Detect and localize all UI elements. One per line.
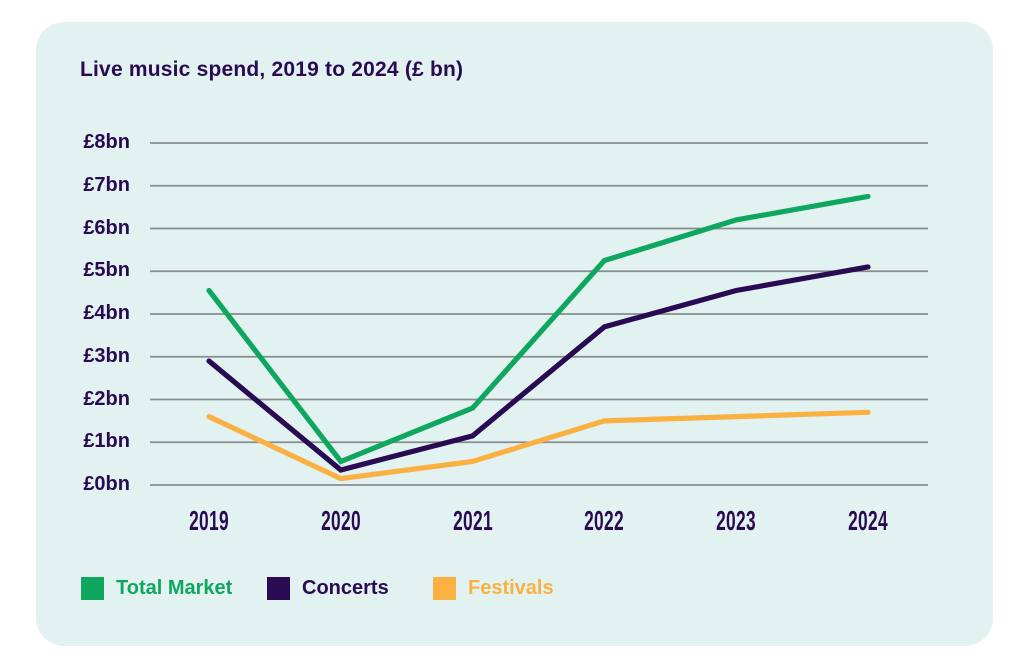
- chart-card: [36, 22, 993, 646]
- series-line-festivals: [206, 409, 871, 482]
- legend-item-festivals: Festivals: [433, 577, 554, 600]
- festivals-swatch-icon: [433, 577, 456, 600]
- x-tick-label: 2019: [189, 505, 229, 536]
- x-axis: 2019 2020 2021 2022 2023 2024: [0, 505, 1026, 539]
- y-tick-label: £2bn: [83, 387, 130, 410]
- y-tick-label: £0bn: [83, 473, 130, 495]
- y-tick-label: £3bn: [83, 344, 130, 367]
- legend-item-concerts: Concerts: [267, 577, 389, 600]
- series-line-concerts: [206, 264, 871, 473]
- legend: Total Market Concerts Festivals: [0, 577, 1026, 609]
- chart-title: Live music spend, 2019 to 2024 (£ bn): [80, 58, 464, 81]
- y-tick-label: £4bn: [83, 302, 130, 324]
- x-tick-label: 2020: [320, 505, 361, 536]
- y-tick-label: £8bn: [83, 131, 130, 153]
- y-axis: £0bn £1bn £2bn £3bn £4bn £5bn £6bn £7bn £8bn: [40, 0, 130, 668]
- legend-label-total-market: Total Market: [116, 577, 233, 599]
- legend-label-festivals: Festivals: [468, 577, 554, 599]
- y-tick-label: £1bn: [83, 430, 130, 453]
- total-market-swatch-icon: [81, 577, 104, 600]
- legend-item-total-market: Total Market: [81, 577, 232, 600]
- series-line-total-market: [206, 193, 871, 465]
- x-tick-label: 2022: [584, 505, 625, 536]
- y-tick-label: £5bn: [83, 259, 130, 282]
- x-tick-label: 2021: [452, 505, 493, 536]
- x-tick-label: 2023: [716, 505, 757, 536]
- x-tick-label: 2024: [848, 505, 888, 536]
- y-tick-label: £6bn: [83, 216, 130, 239]
- concerts-swatch-icon: [267, 577, 290, 600]
- plot-area: [150, 142, 928, 486]
- y-tick-label: £7bn: [83, 173, 130, 196]
- legend-label-concerts: Concerts: [302, 577, 389, 599]
